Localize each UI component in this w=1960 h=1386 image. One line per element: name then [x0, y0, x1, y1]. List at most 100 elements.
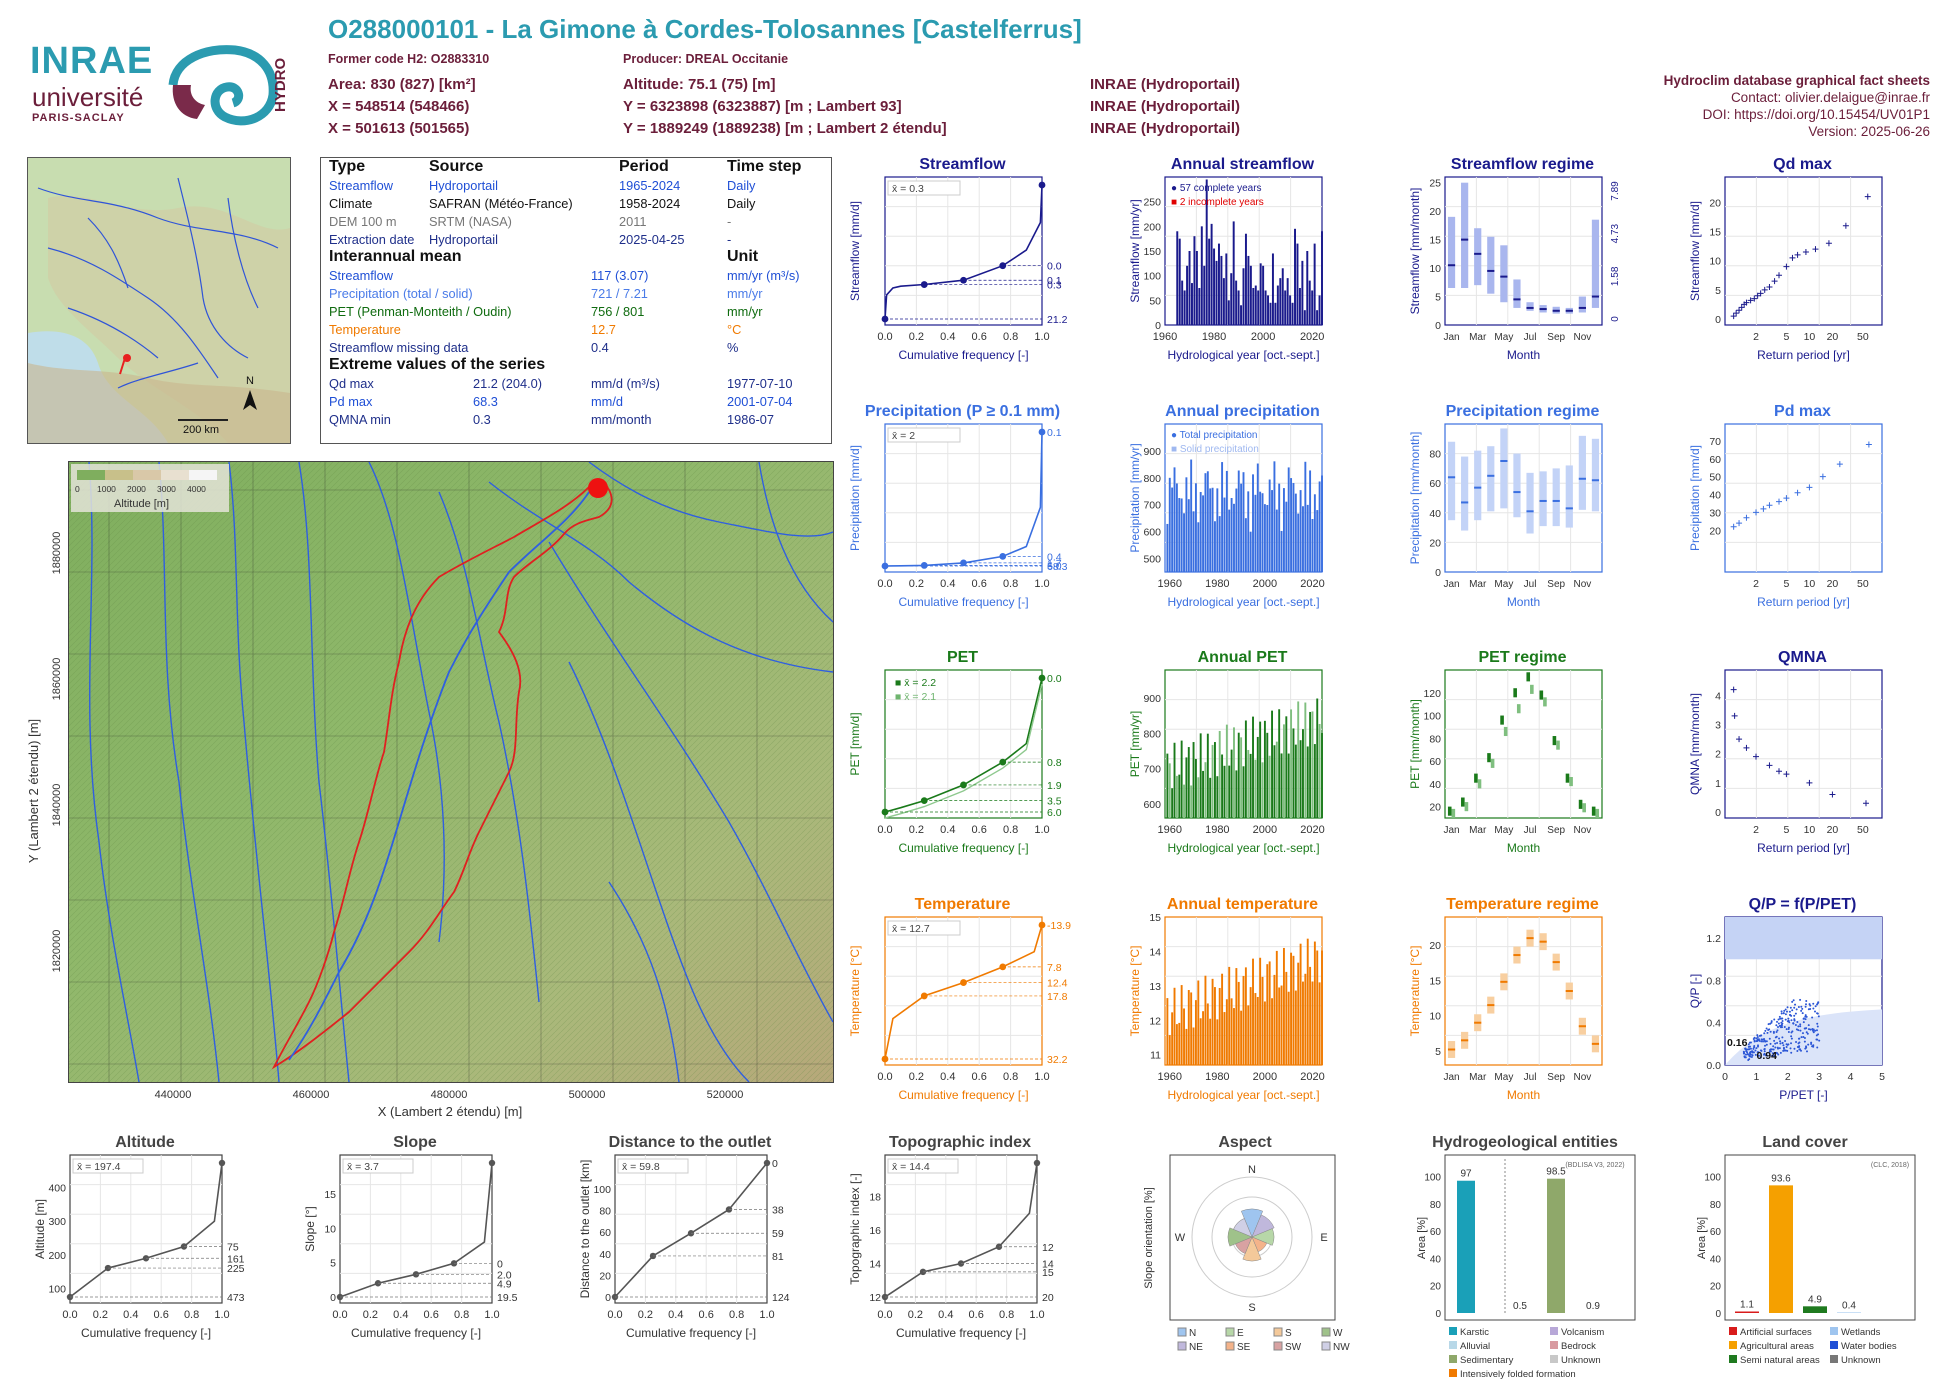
cdf-line	[339, 1162, 493, 1298]
budyko-point	[1764, 1054, 1767, 1057]
annual-bar	[1183, 290, 1186, 325]
return-point	[1761, 286, 1768, 293]
rose-dir: N	[1248, 1164, 1256, 1176]
budyko-point	[1807, 1028, 1810, 1031]
annual-bar	[1230, 273, 1233, 325]
return-point	[1776, 272, 1783, 279]
budyko-point	[1787, 1030, 1790, 1033]
annual-bar	[1256, 463, 1259, 572]
tick-label: 0.4	[668, 1309, 683, 1321]
legend-item: ■ Solid precipitation	[1171, 444, 1259, 455]
x-tick-label: 5	[1879, 1071, 1885, 1083]
annual-bar	[1290, 709, 1293, 818]
annual-bar	[1244, 720, 1247, 818]
x-tick-label: 50	[1857, 331, 1869, 343]
annual-bar	[1183, 1008, 1185, 1065]
y-tick-label: 5	[1435, 1046, 1441, 1058]
annual-bar	[1299, 943, 1302, 1065]
budyko-point	[1750, 1050, 1753, 1053]
annual-bar	[1216, 488, 1219, 572]
regime-penman	[1451, 808, 1456, 818]
chart-title: Annual precipitation	[1165, 403, 1320, 420]
legend-swatch	[1321, 1327, 1331, 1337]
x-axis-label: Cumulative frequency [-]	[81, 1326, 211, 1340]
annual-bar	[1194, 483, 1197, 572]
right-tick-label: 38	[772, 1204, 784, 1216]
y-tick-label: 100	[1704, 1173, 1721, 1184]
annual-bar	[1269, 302, 1272, 325]
annual-bar	[1259, 491, 1262, 572]
annual-bar	[1228, 966, 1231, 1065]
return-point	[1766, 762, 1773, 769]
regime-box	[1526, 472, 1534, 534]
chart-title: Annual streamflow	[1171, 156, 1315, 173]
annual-bar	[1302, 506, 1304, 572]
annual-bar	[1256, 996, 1259, 1065]
tick-label: 0.0	[332, 1309, 347, 1321]
annual-bar	[1297, 513, 1300, 572]
y-tick-label: 2	[1715, 749, 1721, 761]
annual-bar	[1221, 973, 1224, 1065]
return-point	[1730, 523, 1737, 530]
annual-bar	[1311, 711, 1314, 818]
tick-label: 0.2	[363, 1309, 378, 1321]
budyko-point	[1770, 1020, 1773, 1023]
budyko-point	[1812, 1031, 1815, 1034]
legend-swatch	[1729, 1341, 1737, 1349]
x-tick-label: 1960	[1158, 1071, 1182, 1083]
regime-box	[1461, 456, 1469, 531]
budyko-point	[1809, 1028, 1812, 1031]
annual-bar	[1273, 461, 1276, 572]
budyko-point	[1802, 1017, 1805, 1020]
regime-penman	[1569, 777, 1573, 787]
budyko-point	[1812, 1002, 1815, 1005]
budyko-point	[1803, 1037, 1806, 1040]
annual-bar	[1237, 290, 1240, 325]
annual-bar	[1230, 749, 1233, 818]
annual-bar	[1218, 987, 1221, 1065]
x-tick-label: 2	[1753, 578, 1759, 590]
legend-item: ● 57 complete years	[1171, 183, 1262, 194]
xtick: 440000	[155, 1089, 192, 1101]
annual-bar	[1280, 753, 1283, 818]
chart-title: Hydrogeological entities	[1432, 1134, 1618, 1151]
station-title: O288000101 - La Gimone à Cordes-Tolosann…	[328, 14, 1082, 44]
y-tick-label: 60	[1429, 756, 1441, 768]
y-axis-label: Streamflow [mm/month]	[1408, 188, 1422, 315]
x-axis-label: Hydrological year [oct.-sept.]	[1167, 348, 1319, 362]
cell: 12.7	[591, 322, 616, 337]
budyko-point	[1763, 1048, 1766, 1051]
annual-bar	[1168, 763, 1171, 818]
budyko-point	[1769, 1030, 1772, 1033]
annual-bar	[1259, 721, 1262, 818]
budyko-point	[1751, 1054, 1754, 1057]
y-tick-label: 60	[1430, 1227, 1442, 1238]
annual-bar	[1318, 723, 1321, 818]
budyko-point	[1764, 1029, 1767, 1032]
budyko-point	[1763, 1052, 1766, 1055]
mean-box	[617, 1158, 689, 1174]
return-point	[1842, 222, 1849, 229]
annual-bar	[1302, 981, 1304, 1065]
budyko-point	[1768, 1028, 1771, 1031]
annual-bar	[1294, 493, 1297, 572]
legend-swatch	[1550, 1341, 1558, 1349]
budyko-point	[1743, 1056, 1746, 1059]
budyko-point	[1816, 1002, 1819, 1005]
bigmap-xaxis: 440000 460000 480000 500000 520000 X (La…	[155, 1089, 744, 1119]
y-tick-label: 0	[1715, 1309, 1721, 1320]
budyko-point	[1804, 1005, 1807, 1008]
annual-bar	[1286, 278, 1289, 325]
x-axis-label: P/PET [-]	[1779, 1088, 1827, 1102]
budyko-point	[1799, 1029, 1802, 1032]
cell: Hydroportail	[429, 178, 498, 193]
regime-box	[1461, 182, 1469, 288]
month-label: Nov	[1573, 579, 1591, 590]
budyko-point	[1773, 1018, 1776, 1021]
budyko-point	[1747, 1043, 1750, 1046]
x-axis-label: Cumulative frequency [-]	[898, 1088, 1028, 1102]
right-tick-label: 0.0	[1047, 261, 1062, 273]
landcover-bar	[1837, 1312, 1861, 1313]
cell: -	[727, 214, 732, 229]
annual-bar	[1235, 968, 1238, 1065]
